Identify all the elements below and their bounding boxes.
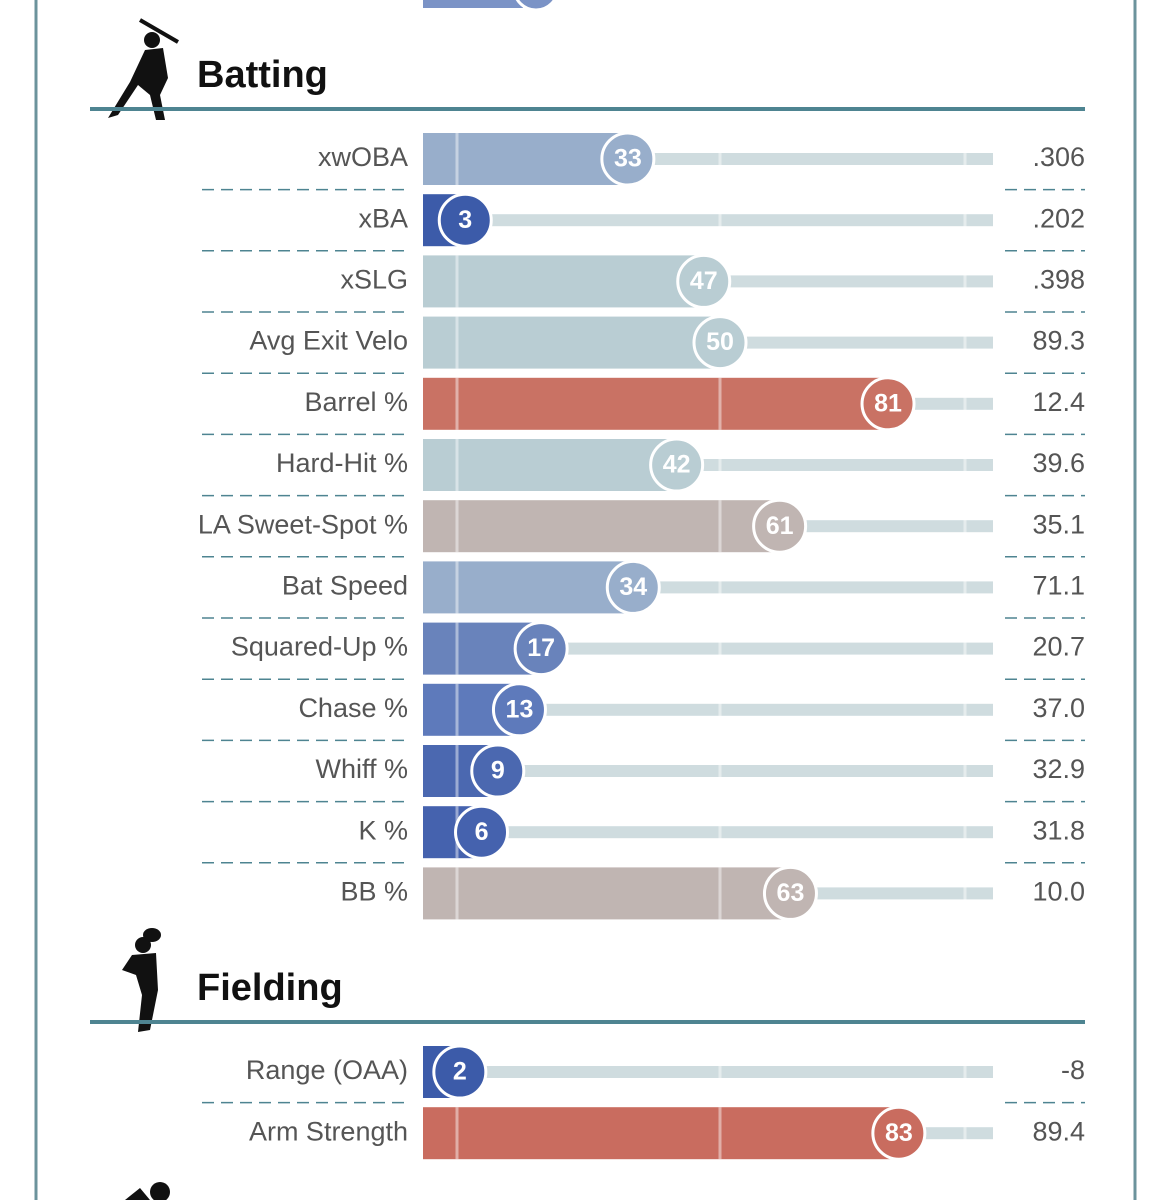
percentile-label: 13 bbox=[506, 695, 534, 723]
percentile-dot bbox=[860, 376, 916, 432]
stat-value: 32.9 bbox=[1032, 754, 1085, 784]
stat-value: 31.8 bbox=[1032, 815, 1085, 845]
track bbox=[703, 275, 993, 288]
metric-label: xSLG bbox=[340, 265, 408, 295]
track bbox=[459, 1066, 994, 1078]
metric-label: Bat Speed bbox=[282, 571, 408, 601]
metric-label: Barrel % bbox=[304, 387, 408, 417]
metric-label: Avg Exit Velo bbox=[249, 326, 408, 356]
previous-bar bbox=[423, 0, 523, 8]
metric-label: BB % bbox=[340, 877, 408, 907]
percentile-dot bbox=[752, 498, 808, 554]
stat-value: .398 bbox=[1032, 265, 1085, 295]
percentile-label: 6 bbox=[475, 818, 489, 846]
metric-label: K % bbox=[358, 815, 408, 845]
bar bbox=[423, 255, 704, 308]
metric-label: LA Sweet-Spot % bbox=[198, 509, 408, 539]
metric-label: Squared-Up % bbox=[231, 632, 408, 662]
stat-value: 20.7 bbox=[1032, 632, 1085, 662]
section-title: Batting bbox=[197, 54, 328, 96]
percentile-label: 47 bbox=[690, 267, 718, 295]
percentile-dot bbox=[692, 315, 748, 371]
percentile-label: 83 bbox=[885, 1119, 913, 1147]
metric-label: Whiff % bbox=[315, 754, 408, 784]
stat-value: 37.0 bbox=[1032, 693, 1085, 723]
percentile-dot bbox=[605, 559, 661, 615]
percentile-label: 61 bbox=[766, 512, 794, 540]
bar bbox=[423, 316, 720, 369]
percentile-dot bbox=[649, 437, 705, 493]
percentile-dot bbox=[676, 253, 732, 309]
stat-value: 89.4 bbox=[1032, 1116, 1085, 1146]
pitcher-icon bbox=[125, 1182, 170, 1200]
metric-label: Chase % bbox=[298, 693, 408, 723]
stat-value: -8 bbox=[1061, 1055, 1085, 1085]
percentile-dot bbox=[437, 192, 493, 248]
metric-label: xBA bbox=[358, 203, 408, 233]
percentile-dot bbox=[454, 804, 510, 860]
bar bbox=[423, 377, 889, 430]
bar bbox=[423, 133, 628, 185]
stat-value: 35.1 bbox=[1032, 509, 1085, 539]
fielder-icon bbox=[122, 928, 161, 1032]
percentile-dot bbox=[491, 682, 547, 738]
bar bbox=[423, 561, 634, 614]
percentile-dot bbox=[470, 743, 526, 799]
percentile-label: 63 bbox=[777, 879, 805, 907]
bar bbox=[423, 1107, 899, 1160]
bar bbox=[423, 500, 780, 553]
track bbox=[465, 214, 993, 227]
percentile-label: 50 bbox=[706, 328, 734, 356]
metric-label: xwOBA bbox=[318, 142, 408, 172]
metric-label: Hard-Hit % bbox=[276, 448, 408, 478]
percentile-label: 33 bbox=[614, 145, 642, 173]
track bbox=[481, 826, 993, 839]
percentile-dot bbox=[432, 1044, 488, 1100]
stat-value: .306 bbox=[1032, 142, 1085, 172]
percentile-label: 17 bbox=[527, 634, 555, 662]
percentile-dot bbox=[871, 1105, 927, 1161]
track bbox=[541, 642, 993, 655]
percentile-label: 42 bbox=[663, 451, 691, 479]
track bbox=[720, 336, 993, 349]
stat-value: 12.4 bbox=[1032, 387, 1085, 417]
stat-value: 39.6 bbox=[1032, 448, 1085, 478]
bar bbox=[423, 867, 791, 920]
track bbox=[633, 581, 993, 594]
track bbox=[627, 153, 993, 165]
metric-label: Range (OAA) bbox=[246, 1055, 408, 1085]
stat-value: 89.3 bbox=[1032, 326, 1085, 356]
section-title: Fielding bbox=[197, 967, 343, 1009]
track bbox=[519, 703, 993, 716]
track bbox=[779, 520, 993, 533]
percentile-dot bbox=[762, 865, 818, 921]
percentile-label: 2 bbox=[453, 1058, 467, 1086]
percentile-label: 81 bbox=[874, 389, 902, 417]
track bbox=[497, 765, 993, 777]
bar bbox=[423, 439, 677, 491]
track bbox=[790, 887, 993, 900]
previous-dot bbox=[515, 0, 557, 12]
track bbox=[676, 459, 993, 471]
metric-label: Arm Strength bbox=[249, 1116, 408, 1146]
percentile-dot bbox=[600, 131, 656, 187]
stat-value: 71.1 bbox=[1032, 571, 1085, 601]
stat-value: 10.0 bbox=[1032, 877, 1085, 907]
percentile-label: 34 bbox=[619, 573, 647, 601]
percentile-dot bbox=[513, 621, 569, 677]
batter-icon bbox=[108, 18, 180, 120]
percentile-label: 9 bbox=[491, 757, 505, 785]
stat-value: .202 bbox=[1032, 203, 1085, 233]
percentile-label: 3 bbox=[458, 206, 472, 234]
